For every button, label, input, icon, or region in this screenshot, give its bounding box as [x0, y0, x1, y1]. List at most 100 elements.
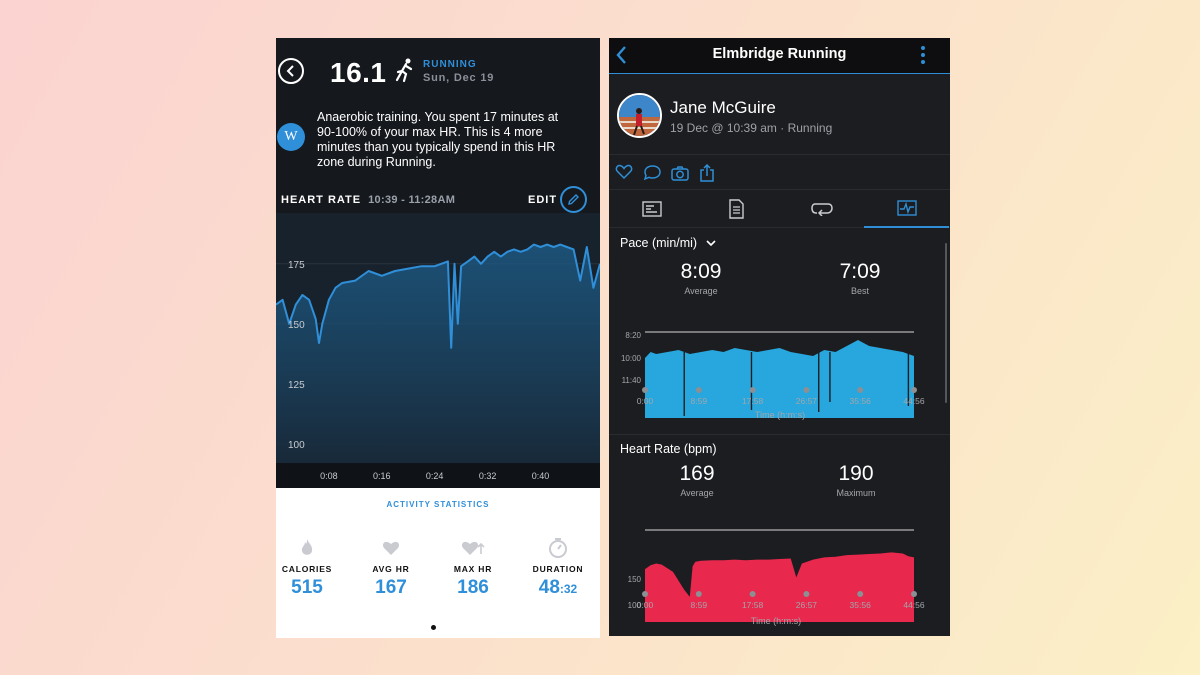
stat-value: 186 [457, 577, 489, 598]
heart-rate-title: HEART RATE [281, 194, 362, 206]
x-tick-label: 35:56 [850, 396, 872, 406]
training-insight-text: Anaerobic training. You spent 17 minutes… [317, 110, 559, 169]
y-tick-label: 11:40 [622, 376, 642, 385]
y-tick-label: 175 [288, 260, 305, 271]
y-tick-label: 150 [288, 320, 305, 331]
edit-button[interactable] [560, 186, 587, 213]
y-tick-label: 10:00 [621, 354, 642, 363]
x-tick-label: 44:56 [903, 600, 925, 610]
more-options-icon[interactable] [918, 44, 928, 66]
hr-x-axis-label: Time (h:m:s) [750, 616, 802, 626]
tab-overview[interactable] [609, 190, 694, 228]
activity-owner: Jane McGuire 19 Dec @ 10:39 am · Running [609, 75, 950, 155]
hr-average-value: 169 [679, 462, 715, 485]
hr-section-title: Heart Rate (bpm) [620, 442, 717, 456]
stat-label: MAX HR [453, 564, 493, 574]
y-tick-label: 100 [288, 440, 305, 451]
activity-date: Sun, Dec 19 [423, 72, 495, 84]
chevron-left-icon [286, 65, 294, 77]
page-indicator-dot[interactable] [431, 625, 436, 630]
page-title: Elmbridge Running [712, 46, 847, 62]
pace-title: Pace (min/mi) [620, 236, 698, 250]
chevron-left-icon[interactable] [615, 45, 629, 65]
heart-icon[interactable] [615, 164, 633, 180]
y-tick-label: 150 [628, 575, 642, 584]
chevron-down-icon [706, 240, 716, 247]
x-tick-label: 0:40 [532, 471, 550, 481]
x-tick-dot [911, 387, 917, 393]
section-divider [609, 434, 950, 435]
x-tick-label: 0:00 [637, 600, 654, 610]
chart-pulse-icon [896, 200, 917, 216]
x-tick-dot [749, 591, 756, 597]
flame-icon [276, 536, 342, 560]
x-tick-label: 35:56 [850, 600, 872, 610]
y-tick-label: 125 [288, 380, 305, 391]
x-axis-band [276, 463, 600, 488]
left-phone-screen: 16.1 RUNNING Sun, Dec 19 W Anaerobic tra… [276, 38, 600, 638]
heart-rate-header: HEART RATE 10:39 - 11:28AM [281, 194, 455, 206]
heart-icon [356, 536, 426, 560]
stat-label: DURATION [532, 564, 584, 574]
edit-label[interactable]: EDIT [528, 194, 558, 206]
pace-average-value: 8:09 [680, 260, 722, 283]
stat-avg-hr: AVG HR 167 [356, 536, 426, 599]
y-tick-label: 8:20 [625, 331, 641, 340]
stats-table-icon [641, 201, 662, 217]
social-actions-bar [609, 156, 950, 190]
heart-rate-chart: 175 150 125 100 0:08 0:16 0:24 0:32 0:40 [276, 213, 600, 488]
activity-statistics-title: ACTIVITY STATISTICS [386, 500, 490, 509]
x-tick-dot [695, 591, 702, 597]
pace-area [645, 340, 914, 418]
x-tick-dot [857, 387, 864, 393]
stat-value: 48:32 [523, 577, 593, 599]
stat-value: 167 [375, 577, 407, 598]
pace-x-axis-label: Time (h:m:s) [754, 410, 806, 420]
stat-calories: CALORIES 515 [276, 536, 342, 599]
x-tick-label: 17:58 [742, 600, 764, 610]
activity-score: 16.1 [330, 57, 387, 88]
x-tick-label: 0:24 [426, 471, 444, 481]
tab-details[interactable] [694, 190, 779, 228]
heart-rate-area [645, 552, 914, 622]
stat-max-hr: MAX HR 186 [438, 536, 508, 599]
user-name[interactable]: Jane McGuire [670, 98, 776, 117]
scrollbar[interactable] [945, 243, 947, 403]
tab-charts[interactable] [864, 190, 949, 228]
right-phone-screen: Elmbridge Running Jane McGuire 19 Dec @ … [609, 38, 950, 636]
avatar[interactable] [617, 93, 662, 138]
x-tick-label: 0:32 [479, 471, 497, 481]
pace-average-label: Average [684, 286, 718, 296]
x-tick-dot [642, 591, 648, 597]
x-tick-dot [749, 387, 756, 393]
comment-icon[interactable] [643, 164, 662, 182]
pace-section-title[interactable]: Pace (min/mi) [620, 236, 716, 250]
runner-icon [395, 58, 413, 83]
x-tick-label: 26:57 [796, 396, 818, 406]
x-tick-dot [911, 591, 917, 597]
x-tick-label: 0:16 [373, 471, 391, 481]
activity-statistics-panel: ACTIVITY STATISTICS CALORIES 515 AVG HR … [276, 488, 600, 638]
duration-seconds: :32 [559, 582, 578, 596]
back-button[interactable] [278, 58, 304, 84]
x-tick-dot [642, 387, 648, 393]
x-tick-label: 26:57 [796, 600, 818, 610]
x-tick-label: 8:59 [691, 396, 708, 406]
heart-rate-range: 10:39 - 11:28AM [368, 194, 456, 206]
activity-tabs [609, 190, 950, 228]
share-icon[interactable] [699, 164, 715, 183]
hr-average-label: Average [680, 488, 714, 498]
stat-duration: DURATION 48:32 [523, 536, 593, 599]
pace-best-value: 7:09 [839, 260, 881, 283]
document-icon [729, 199, 744, 219]
heart-up-icon [438, 536, 508, 560]
coach-badge-icon: W [277, 123, 305, 151]
y-tick-label: 100 [628, 601, 642, 610]
camera-icon[interactable] [670, 164, 690, 182]
hr-max-value: 190 [838, 462, 874, 485]
tab-laps[interactable] [779, 190, 864, 228]
heart-rate-area [276, 244, 600, 463]
sport-label: RUNNING [423, 59, 477, 70]
x-tick-label: 44:56 [903, 396, 925, 406]
